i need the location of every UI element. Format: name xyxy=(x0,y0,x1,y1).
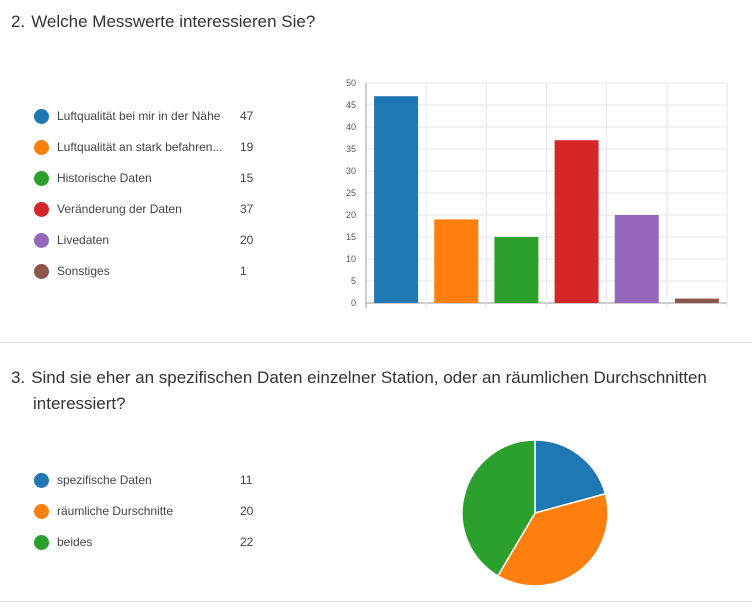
y-tick-label: 25 xyxy=(346,188,356,198)
pie-slice xyxy=(461,439,536,577)
y-tick-label: 15 xyxy=(346,232,356,242)
question-3-section: 3. Sind sie eher an spezifischen Daten ei… xyxy=(0,343,752,601)
bar xyxy=(674,298,719,303)
bar xyxy=(494,237,539,303)
legend-item: Sonstiges 1 xyxy=(34,262,264,282)
pie-slice xyxy=(496,492,609,587)
legend-color-dot xyxy=(34,233,49,248)
legend-item: räumliche Durschnitte 20 xyxy=(34,502,264,522)
legend-color-dot xyxy=(34,473,49,488)
question-3-text-line-1: Sind sie eher an spezifischen Daten einz… xyxy=(31,368,707,387)
y-tick-label: 20 xyxy=(346,210,356,220)
bar xyxy=(614,215,659,303)
legend-color-dot xyxy=(34,202,49,217)
legend-item: Luftqualität bei mir in der Nähe 47 xyxy=(34,107,264,127)
bar xyxy=(554,140,599,303)
y-tick-label: 50 xyxy=(346,78,356,88)
legend-count: 22 xyxy=(240,535,254,549)
y-tick-label: 35 xyxy=(346,144,356,154)
legend-label: Livedaten xyxy=(57,233,110,247)
legend-count: 20 xyxy=(240,233,254,247)
legend-count: 19 xyxy=(240,140,254,154)
legend-count: 37 xyxy=(240,202,254,216)
legend-color-dot xyxy=(34,264,49,279)
pie-chart xyxy=(461,439,609,587)
legend-color-dot xyxy=(34,140,49,155)
legend-color-dot xyxy=(34,109,49,124)
legend-label: Veränderung der Daten xyxy=(57,202,182,216)
y-tick-label: 30 xyxy=(346,166,356,176)
legend-count: 15 xyxy=(240,171,254,185)
question-3-number: 3. xyxy=(11,368,26,387)
question-2-text: Welche Messwerte interessieren Sie? xyxy=(31,12,316,31)
legend-color-dot xyxy=(34,171,49,186)
question-2-section: 2. Welche Messwerte interessieren Sie? Lu… xyxy=(11,9,728,308)
bar-chart: 0 5 10 15 20 25 30 35 40 45 50 xyxy=(346,78,728,308)
y-tick-label: 40 xyxy=(346,122,356,132)
legend-label: räumliche Durschnitte xyxy=(57,504,174,518)
legend-count: 20 xyxy=(240,504,254,518)
y-tick-label: 0 xyxy=(351,298,356,308)
legend-color-dot xyxy=(34,504,49,519)
y-tick-label: 45 xyxy=(346,100,356,110)
section-divider xyxy=(0,342,752,343)
legend-count: 11 xyxy=(240,473,253,487)
legend-count: 47 xyxy=(240,109,254,123)
section-divider-bottom xyxy=(0,601,752,602)
legend-label: Historische Daten xyxy=(57,171,152,185)
y-tick-label: 5 xyxy=(351,276,356,286)
question-2-title: 2. Welche Messwerte interessieren Sie? xyxy=(11,9,315,35)
legend-color-dot xyxy=(34,535,49,550)
legend-item: Luftqualität an stark befahren... 19 xyxy=(34,138,264,158)
question-2-number: 2. xyxy=(11,12,26,31)
legend-label: beides xyxy=(57,535,93,549)
legend-count: 1 xyxy=(240,264,247,278)
legend-label: Luftqualität an stark befahren... xyxy=(57,140,223,154)
question-3-text-line-2: interessiert? xyxy=(33,394,126,413)
legend-item: Livedaten 20 xyxy=(34,231,264,251)
legend-item: beides 22 xyxy=(34,533,264,553)
legend-item: Veränderung der Daten 37 xyxy=(34,200,264,220)
legend-label: Luftqualität bei mir in der Nähe xyxy=(57,109,221,123)
question-3-title: 3. Sind sie eher an spezifischen Daten ei… xyxy=(11,365,707,417)
pie-slice xyxy=(534,439,607,514)
bar xyxy=(374,96,419,303)
legend-item: Historische Daten 15 xyxy=(34,169,264,189)
bar xyxy=(434,219,479,303)
legend-label: spezifische Daten xyxy=(57,473,152,487)
legend-item: spezifische Daten 11 xyxy=(34,471,264,491)
y-tick-label: 10 xyxy=(346,254,356,264)
legend-label: Sonstiges xyxy=(57,264,110,278)
